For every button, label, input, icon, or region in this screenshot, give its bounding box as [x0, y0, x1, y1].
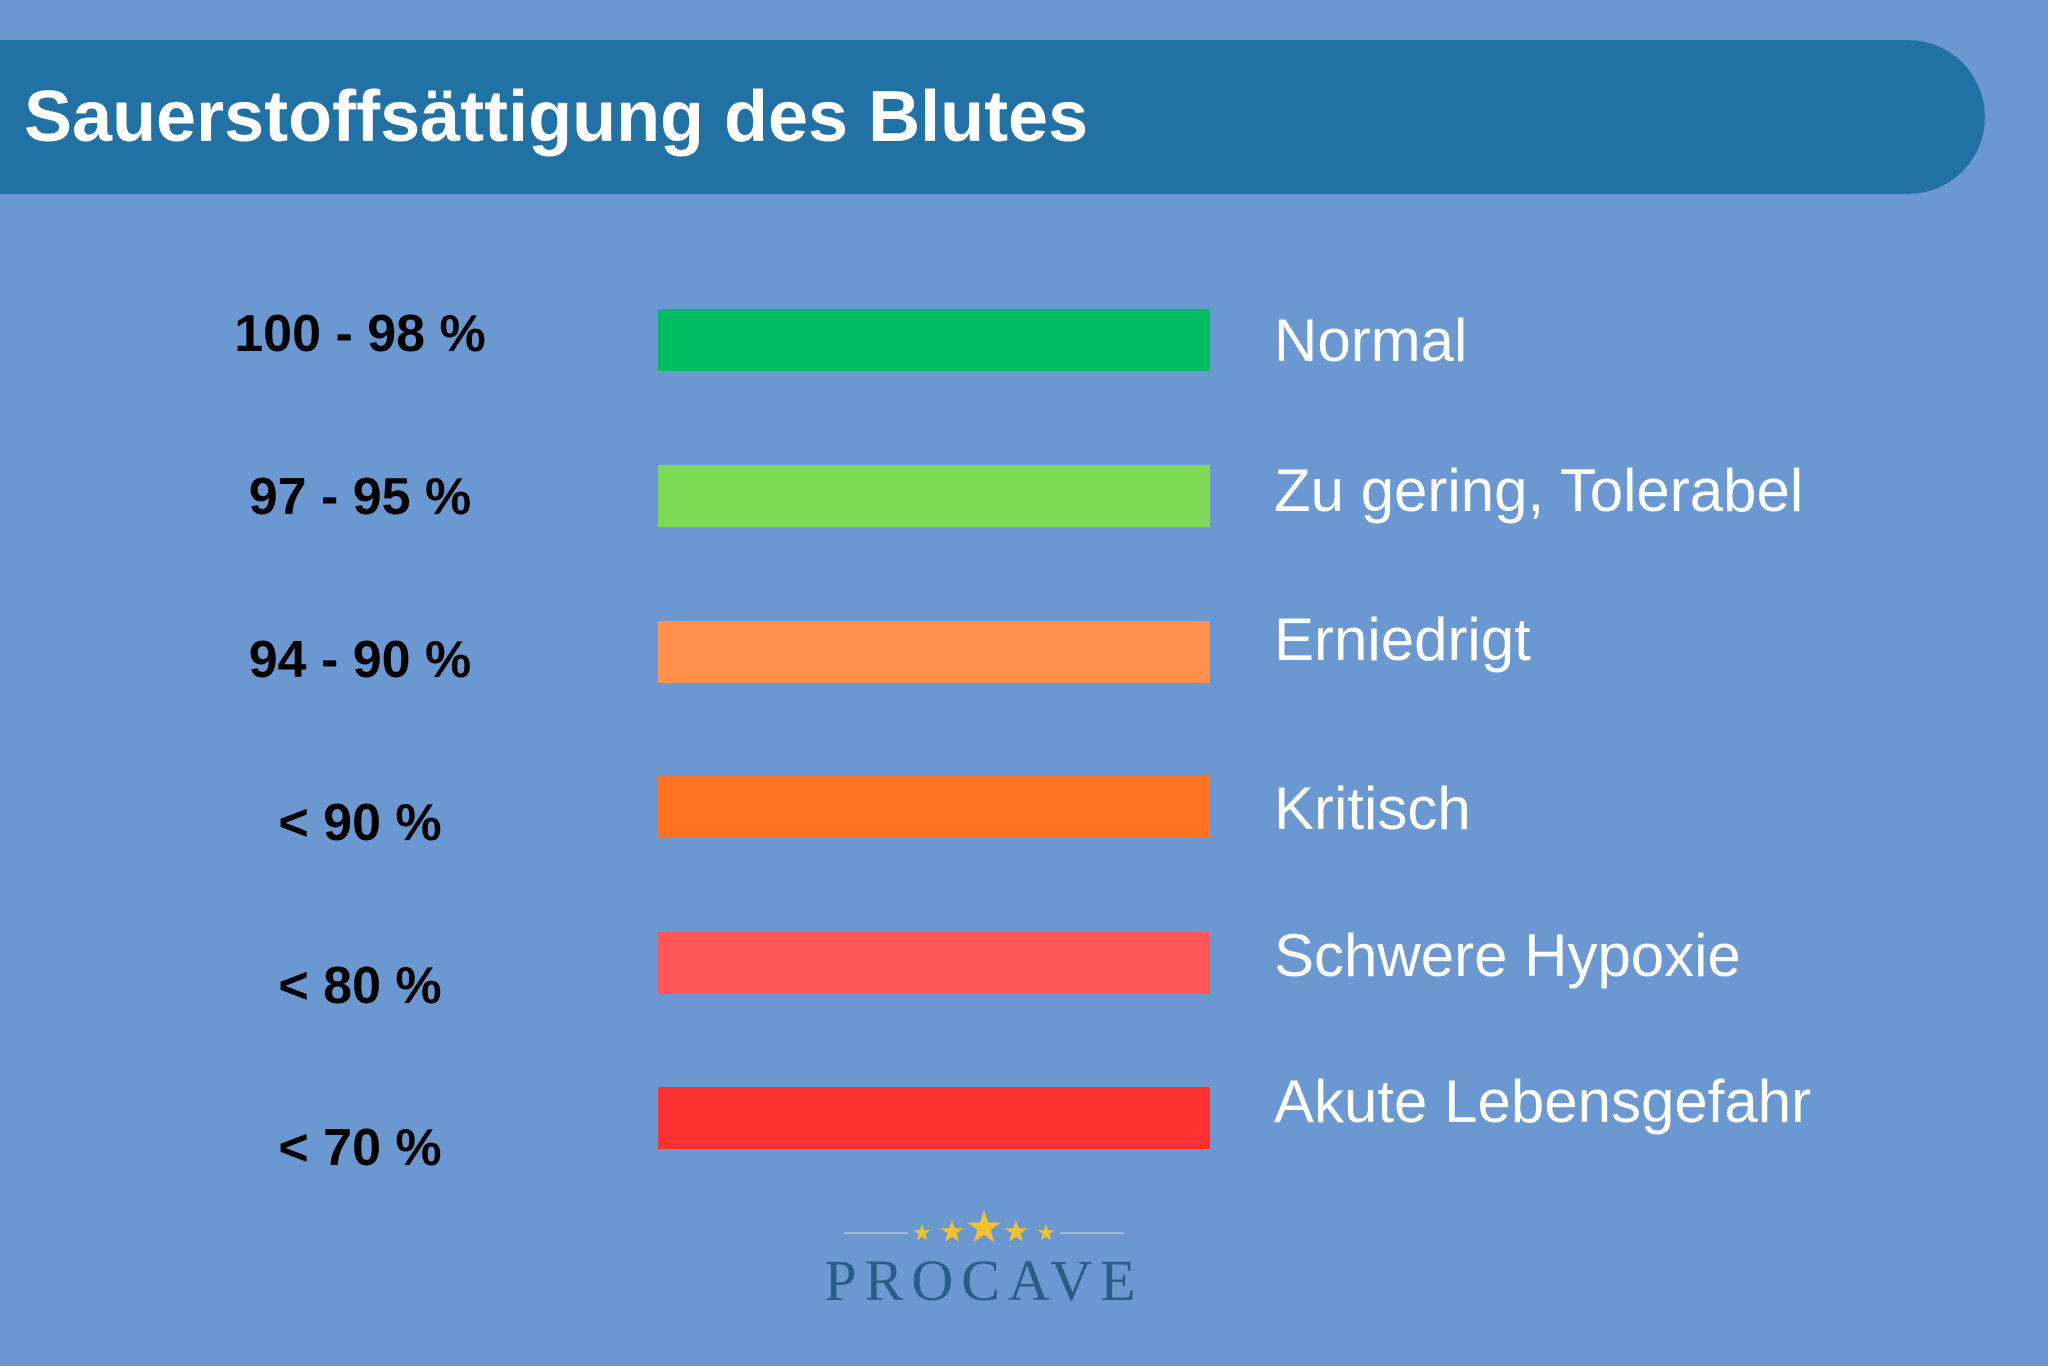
status-label: Erniedrigt [1274, 606, 1531, 673]
star-icon [1037, 1224, 1055, 1241]
status-label: Zu gering, Tolerabel [1274, 457, 1804, 524]
level-bar [658, 621, 1210, 683]
star-icon [966, 1210, 1002, 1243]
star-icon [913, 1224, 931, 1241]
status-label: Kritisch [1274, 775, 1471, 842]
level-row: 100 - 98 % Normal [0, 278, 2048, 398]
level-bar [658, 465, 1210, 527]
range-label: < 90 % [278, 794, 442, 852]
range-label: 100 - 98 % [234, 305, 486, 363]
range-label: < 80 % [278, 957, 442, 1015]
range-label: 94 - 90 % [248, 631, 472, 689]
level-row: 94 - 90 % Erniedrigt [0, 590, 2048, 710]
procave-logo: PROCAVE [818, 1205, 1150, 1325]
range-label: < 70 % [278, 1119, 442, 1177]
level-row: < 90 % Kritisch [0, 745, 2048, 865]
level-bar [658, 1087, 1210, 1149]
status-label: Normal [1274, 307, 1468, 374]
logo-text: PROCAVE [824, 1248, 1144, 1313]
star-icon [1004, 1220, 1028, 1242]
level-bar [658, 776, 1210, 838]
level-row: < 80 % Schwere Hypoxie [0, 901, 2048, 1021]
header-banner: Sauerstoffsättigung des Blutes [0, 40, 1985, 194]
page-title: Sauerstoffsättigung des Blutes [24, 77, 1089, 157]
status-label: Akute Lebensgefahr [1274, 1068, 1812, 1135]
status-label: Schwere Hypoxie [1274, 922, 1741, 989]
range-label: 97 - 95 % [248, 468, 472, 526]
logo-stars [844, 1210, 1124, 1243]
level-bar [658, 932, 1210, 994]
level-row: 97 - 95 % Zu gering, Tolerabel [0, 434, 2048, 554]
level-row: < 70 % Akute Lebensgefahr [0, 1056, 2048, 1177]
star-icon [940, 1220, 964, 1242]
level-bar [658, 309, 1210, 371]
